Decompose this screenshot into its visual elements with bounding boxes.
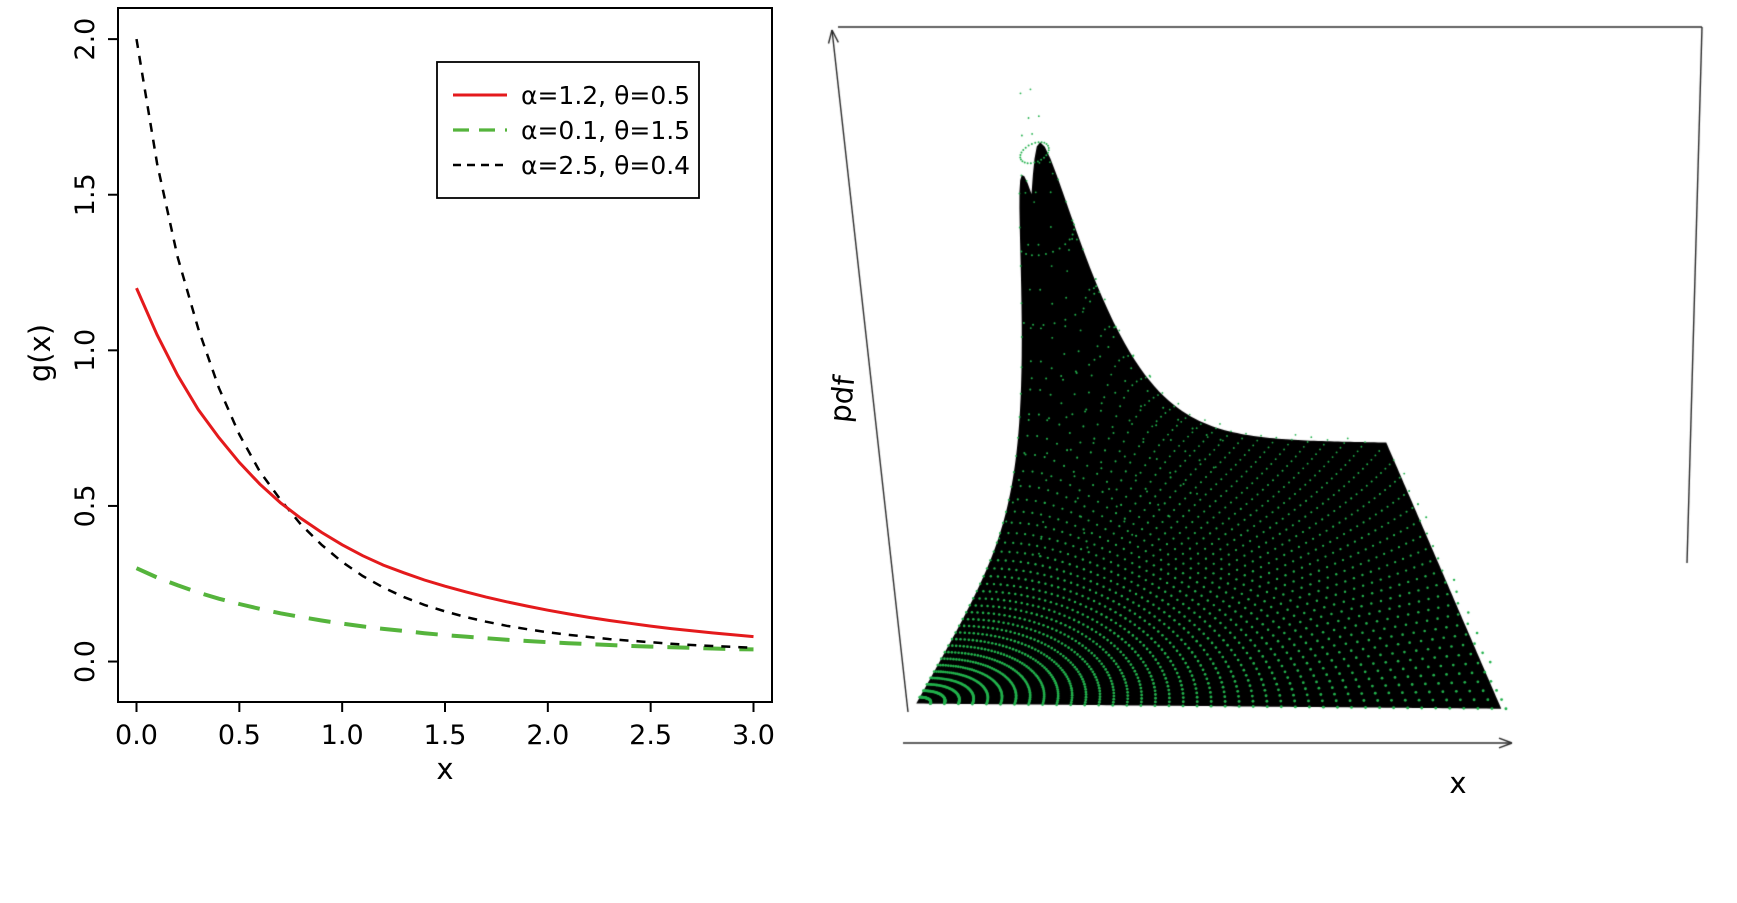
y-tick-label: 2.0 xyxy=(70,18,101,61)
x-tick-label: 0.5 xyxy=(218,720,261,751)
x-tick-label: 3.0 xyxy=(732,720,775,751)
series-line-2 xyxy=(135,38,754,650)
gx-x-axis-title: x xyxy=(436,752,454,786)
y-tick-label: 1.5 xyxy=(70,173,101,216)
pdf-x-axis-title: x xyxy=(1449,766,1467,800)
x-tick-label: 2.0 xyxy=(526,720,569,751)
legend-label: α=2.5, θ=0.4 xyxy=(521,151,690,180)
legend-label: α=0.1, θ=1.5 xyxy=(521,116,690,145)
series-line-1 xyxy=(135,566,754,652)
y-tick-label: 1.0 xyxy=(70,329,101,372)
x-tick-label: 1.0 xyxy=(321,720,364,751)
y-tick-label: 0.0 xyxy=(70,640,101,683)
gx-y-axis-title: g(x) xyxy=(23,323,57,383)
legend-label: α=1.2, θ=0.5 xyxy=(521,81,690,110)
x-tick-label: 0.0 xyxy=(115,720,158,751)
y-tick-label: 0.5 xyxy=(70,484,101,527)
series-line-0 xyxy=(135,287,754,639)
x-tick-label: 2.5 xyxy=(629,720,672,751)
x-tick-label: 1.5 xyxy=(424,720,467,751)
